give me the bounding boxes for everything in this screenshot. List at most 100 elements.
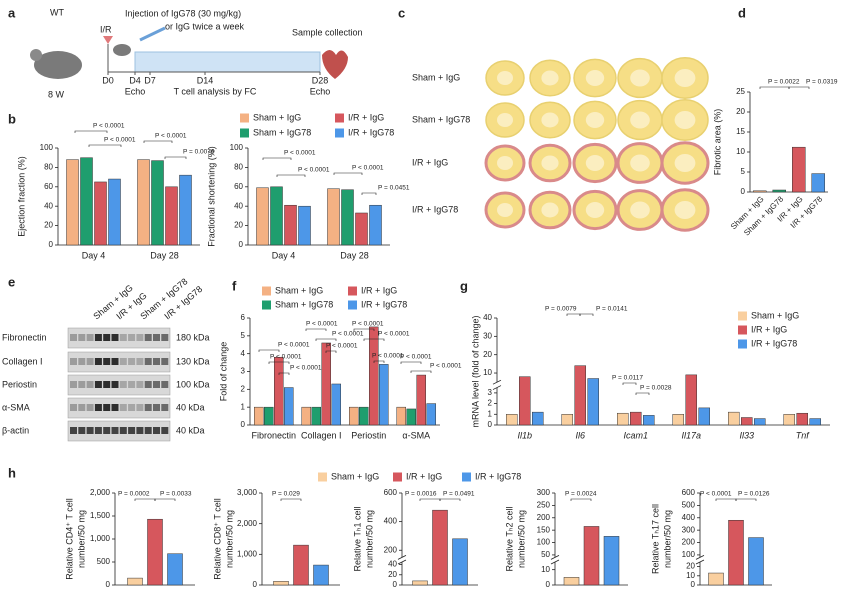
bracket [363, 338, 385, 341]
blot-band [136, 334, 144, 341]
bar [179, 174, 192, 246]
blot-band [119, 404, 127, 411]
y-tick-label: 200 [682, 538, 696, 547]
y-tick-label: 1 [241, 402, 246, 411]
y-tick-label: 20 [483, 350, 492, 359]
y-tick-label: 100 [230, 143, 244, 152]
y-tick-label: 5 [241, 331, 246, 340]
y-tick-label: 80 [44, 163, 53, 172]
p-value: P < 0.0001 [352, 321, 384, 328]
blot-band [136, 381, 144, 388]
axis-break [695, 555, 705, 560]
legend-label: Sham + IgG [275, 285, 323, 295]
bar [108, 178, 121, 246]
bar [748, 537, 764, 586]
bracket [410, 370, 432, 373]
bracket [280, 498, 302, 501]
y-axis-label: number/50 mg [364, 510, 374, 568]
bar [506, 414, 518, 426]
bar [349, 406, 359, 426]
bracket [278, 372, 290, 375]
fc-label: T cell analysis by FC [174, 86, 257, 96]
x-tick-label: Fibronectin [251, 430, 296, 440]
y-tick-label: 50 [541, 550, 550, 559]
bracket [715, 498, 737, 501]
panel-label: f [232, 278, 237, 293]
x-tick-label: Day 4 [272, 250, 296, 260]
p-value: P < 0.0001 [372, 353, 404, 360]
bar [313, 564, 329, 586]
bar [426, 403, 436, 426]
y-axis-label: number/50 mg [516, 510, 526, 568]
blot-band [94, 427, 102, 434]
y-axis-label: Relative Tₕ1 cell [352, 507, 362, 572]
bar [617, 412, 629, 426]
legend-swatch [738, 311, 747, 321]
legend-swatch [240, 113, 249, 123]
y-tick-label: 15 [736, 127, 745, 136]
row-label: I/R + IgG78 [412, 204, 458, 214]
axis-break [695, 559, 705, 565]
x-tick-label: Il6 [575, 430, 585, 440]
y-tick-label: 100 [682, 550, 696, 559]
legend-swatch [393, 472, 402, 482]
blot-band [119, 334, 127, 341]
x-tick-label: Periostin [351, 430, 386, 440]
bar [369, 326, 379, 426]
bar [412, 580, 428, 586]
bar [137, 159, 150, 246]
size-label: 100 kDa [176, 379, 210, 389]
p-value: P = 0.0079 [545, 306, 577, 313]
bar [728, 411, 740, 426]
bar [583, 526, 600, 586]
blot-band [111, 358, 119, 365]
day-label: D7 [144, 75, 156, 85]
p-value: P < 0.0001 [155, 133, 187, 140]
bar [561, 414, 573, 426]
section-lumen [541, 202, 559, 218]
y-axis-label: Ejection fraction (%) [16, 156, 26, 237]
y-tick-label: 5 [741, 167, 746, 176]
blot-band [70, 334, 77, 341]
blot-band [70, 404, 77, 411]
y-tick-label: 20 [234, 221, 243, 230]
y-tick-label: 400 [682, 513, 696, 522]
blot-band [161, 427, 169, 434]
y-tick-label: 200 [384, 545, 398, 554]
p-value: P < 0.0001 [332, 331, 364, 338]
bar [685, 374, 697, 426]
section-lumen [674, 201, 696, 219]
blot-strip [67, 351, 171, 373]
bar [672, 414, 684, 426]
blot-band [153, 358, 160, 365]
y-tick-label: 0 [49, 240, 54, 249]
blot-strip [67, 374, 171, 396]
bar [603, 536, 620, 586]
protein-label: β-actin [2, 425, 29, 435]
blot-band [111, 381, 119, 388]
y-tick-label: 0 [239, 240, 244, 249]
y-axis-label: Relative CD4⁺ T cell [64, 498, 74, 579]
y-axis-label: Fractional shortening (%) [206, 146, 216, 247]
bar [369, 204, 382, 246]
panel-label: e [8, 274, 15, 289]
y-tick-label: 0 [488, 420, 493, 429]
y-tick-label: 1,000 [237, 549, 258, 558]
x-tick-label: α-SMA [402, 430, 430, 440]
y-tick-label: 500 [682, 500, 696, 509]
x-tick-label: Il17a [681, 430, 701, 440]
section-lumen [630, 69, 650, 87]
blot-band [161, 404, 169, 411]
bracket [164, 156, 187, 159]
bar [284, 387, 294, 426]
legend-label: I/R + IgG78 [361, 299, 407, 309]
timeline-bar [134, 51, 321, 73]
bar [630, 411, 642, 426]
size-label: 40 kDa [176, 425, 205, 435]
section-lumen [497, 156, 513, 170]
p-value: P < 0.0001 [700, 491, 732, 498]
y-tick-label: 10 [541, 565, 550, 574]
protein-label: α-SMA [2, 402, 30, 412]
bar [741, 417, 753, 426]
bar [264, 406, 274, 426]
